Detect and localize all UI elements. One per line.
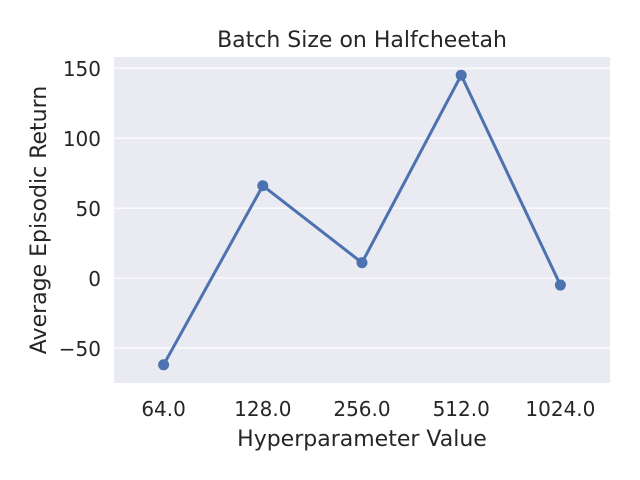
- data-point: [257, 180, 269, 192]
- data-point: [554, 279, 566, 291]
- y-tick-labels: −50 0 50 100 150: [59, 57, 101, 361]
- y-tick-label: 150: [63, 57, 101, 81]
- x-tick-label: 1024.0: [525, 397, 595, 421]
- y-axis-label: Average Episodic Return: [27, 86, 52, 354]
- data-point: [455, 69, 467, 81]
- x-tick-label: 64.0: [141, 397, 186, 421]
- y-tick-label: 50: [76, 197, 101, 221]
- x-tick-label: 256.0: [333, 397, 390, 421]
- x-axis-label: Hyperparameter Value: [237, 427, 487, 452]
- x-tick-label: 512.0: [433, 397, 490, 421]
- series-group: [158, 69, 566, 371]
- chart-title: Batch Size on Halfcheetah: [217, 28, 507, 53]
- y-tick-label: −50: [59, 337, 101, 361]
- x-tick-labels: 64.0 128.0 256.0 512.0 1024.0: [141, 397, 595, 421]
- data-point: [158, 359, 170, 371]
- data-point: [356, 257, 368, 269]
- x-tick-label: 128.0: [234, 397, 291, 421]
- y-tick-label: 0: [88, 267, 101, 291]
- gridlines: [114, 67, 610, 349]
- y-tick-label: 100: [63, 127, 101, 151]
- plot-area: [114, 57, 610, 383]
